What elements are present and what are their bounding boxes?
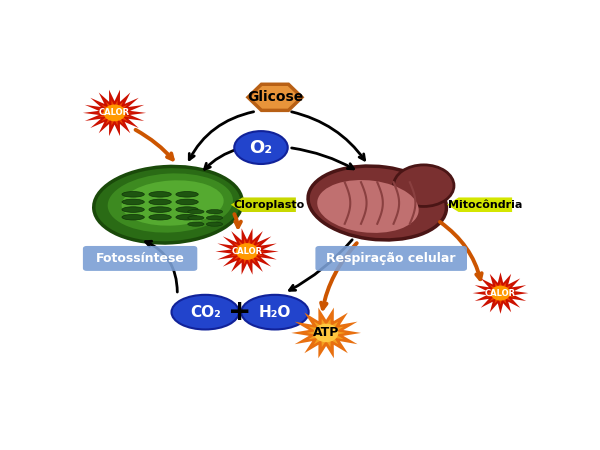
Ellipse shape xyxy=(122,180,224,226)
Ellipse shape xyxy=(317,180,419,233)
Text: CALOR: CALOR xyxy=(99,108,130,117)
Ellipse shape xyxy=(394,165,454,207)
Polygon shape xyxy=(473,272,529,314)
Text: CALOR: CALOR xyxy=(485,288,516,297)
Ellipse shape xyxy=(122,192,144,197)
Ellipse shape xyxy=(122,207,144,212)
Polygon shape xyxy=(230,239,265,264)
Ellipse shape xyxy=(107,173,233,233)
Text: CO₂: CO₂ xyxy=(190,305,221,320)
Ellipse shape xyxy=(122,215,144,220)
Circle shape xyxy=(104,105,125,121)
Ellipse shape xyxy=(172,295,239,329)
Text: CALOR: CALOR xyxy=(232,247,263,256)
Polygon shape xyxy=(291,308,361,358)
Text: Respiração celular: Respiração celular xyxy=(326,252,456,265)
Polygon shape xyxy=(307,319,346,347)
Circle shape xyxy=(237,244,257,259)
Ellipse shape xyxy=(308,166,446,240)
Ellipse shape xyxy=(206,222,223,226)
Ellipse shape xyxy=(149,207,171,212)
Text: O₂: O₂ xyxy=(250,139,272,157)
Ellipse shape xyxy=(188,210,204,214)
FancyBboxPatch shape xyxy=(316,246,467,271)
Ellipse shape xyxy=(188,216,204,220)
Ellipse shape xyxy=(206,210,223,214)
Text: H₂O: H₂O xyxy=(259,305,291,320)
Text: Glicose: Glicose xyxy=(247,90,303,104)
Ellipse shape xyxy=(188,222,204,226)
Polygon shape xyxy=(215,228,278,274)
Ellipse shape xyxy=(94,166,242,243)
Ellipse shape xyxy=(176,192,198,197)
Text: ATP: ATP xyxy=(313,326,339,339)
Ellipse shape xyxy=(122,199,144,205)
Text: +: + xyxy=(229,298,252,326)
Ellipse shape xyxy=(206,216,223,220)
Polygon shape xyxy=(248,84,302,110)
Ellipse shape xyxy=(149,199,171,205)
Ellipse shape xyxy=(234,131,288,164)
Ellipse shape xyxy=(149,192,171,197)
Ellipse shape xyxy=(149,215,171,220)
Polygon shape xyxy=(485,282,516,305)
Polygon shape xyxy=(83,90,146,136)
Ellipse shape xyxy=(176,215,198,220)
Polygon shape xyxy=(231,198,296,212)
Circle shape xyxy=(314,324,338,342)
Polygon shape xyxy=(97,100,132,126)
FancyBboxPatch shape xyxy=(83,246,197,271)
Text: Fotossíntese: Fotossíntese xyxy=(95,252,185,265)
Ellipse shape xyxy=(176,199,198,205)
Circle shape xyxy=(491,286,509,300)
Ellipse shape xyxy=(241,295,308,329)
Text: Cloroplasto: Cloroplasto xyxy=(233,200,305,210)
Text: Mitocôndria: Mitocôndria xyxy=(448,200,523,210)
Polygon shape xyxy=(447,198,512,212)
Ellipse shape xyxy=(176,207,198,212)
